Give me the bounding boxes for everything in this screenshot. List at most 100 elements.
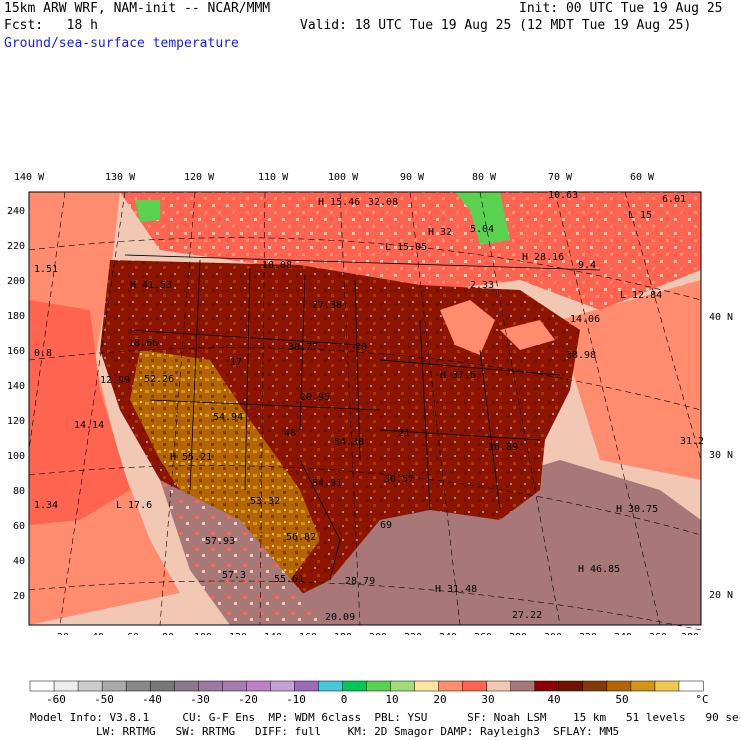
extremum-label: 54.94 [213,412,243,423]
colorbar-swatch [510,680,536,692]
x-tick: 320 [579,632,597,635]
y-tick: 240 [7,206,25,217]
extremum-label: H 31.48 [435,584,477,595]
lon-label: 130 W [105,172,136,183]
colorbar-unit: °C [695,693,708,706]
extremum-label: 48 [284,428,296,439]
colorbar-swatch [606,680,632,692]
extremum-label: 10.08 [262,260,292,271]
lon-label: 90 W [400,172,425,183]
y-tick: 60 [13,521,25,532]
init-time: Init: 00 UTC Tue 19 Aug 25 [519,1,723,16]
x-tick: 20 [57,632,69,635]
extremum-label: 32.08 [368,197,398,208]
x-tick: 240 [439,632,457,635]
x-tick: 280 [509,632,527,635]
colorbar-swatch [173,680,199,692]
extremum-label: L 15 [628,210,652,221]
extremum-label: 54.91 [312,478,342,489]
colorbar-label: -20 [238,693,258,706]
colorbar-swatch [582,680,608,692]
map-frame [28,191,702,626]
y-tick: 120 [7,416,25,427]
x-tick: 120 [229,632,247,635]
colorbar-swatch [438,680,464,692]
lon-label: 120 W [184,172,215,183]
colorbar-label: -50 [94,693,114,706]
extremum-label: 10.63 [548,190,578,201]
x-tick: 360 [649,632,667,635]
model-title: 15km ARW WRF, NAM-init -- NCAR/MMM [4,1,271,16]
extremum-label: 30.77 [288,342,318,353]
extremum-label: 6.01 [662,194,686,205]
physics-info: LW: RRTMG SW: RRTMG DIFF: full KM: 2D Sm… [96,725,620,738]
extremum-label: 1.34 [34,500,58,511]
colorbar-swatch [149,680,175,692]
colorbar-swatch [390,680,416,692]
colorbar-swatch [270,680,295,692]
colorbar-swatch [534,680,560,692]
extremum-label: 57.3 [222,570,246,581]
colorbar-swatch [101,680,127,692]
extremum-label: 14.06 [570,314,600,325]
bottom-axis-ticks: 20 40 60 80 100 120 140 160 180 200 220 … [57,632,699,635]
x-tick: 180 [334,632,352,635]
colorbar-label: 0 [341,693,348,706]
colorbar-label: 10 [385,693,398,706]
colorbar-swatch [53,680,79,692]
extrema-labels: H 15.46 32.08 10.63 6.01 L 15.05H 32 5.04 H 28… [34,190,704,623]
extremum-label: 5.04 [470,224,494,235]
x-tick: 160 [299,632,317,635]
x-tick: 300 [544,632,562,635]
colorbar-label: -30 [190,693,210,706]
latitude-labels: 40 N 30 N 20 N [709,312,733,601]
extremum-label: 2.33 [470,280,494,291]
extremum-label: 52.26 [144,374,174,385]
extremum-label: 20.09 [325,612,355,623]
x-tick: 60 [127,632,139,635]
extremum-label: 0.8 [34,348,52,359]
x-tick: 140 [264,632,282,635]
extremum-label: 38.98 [566,350,596,361]
colorbar-label: 50 [615,693,628,706]
colorbar-swatch [414,680,440,692]
extremum-label: 16.89 [488,442,518,453]
extremum-label: 55.61 [274,574,304,585]
model-info: Model Info: V3.8.1 CU: G-F Ens MP: WDM 6… [30,711,740,724]
colorbar-label: -10 [286,693,306,706]
x-tick: 220 [404,632,422,635]
colorbar-swatches [29,680,704,692]
lon-label: 110 W [258,172,289,183]
colorbar-swatch [294,680,319,692]
colorbar-swatch [318,680,344,692]
lat-label: 30 N [709,450,733,461]
lon-label: 100 W [328,172,359,183]
extremum-label: 57.93 [205,536,235,547]
lon-label: 80 W [472,172,497,183]
y-tick: 100 [7,451,25,462]
y-tick: 160 [7,346,25,357]
extremum-label: 56.82 [286,532,316,543]
x-tick: 100 [194,632,212,635]
extremum-label: 21 [398,428,410,439]
colorbar: -60 -50 -40 -30 -20 -10 0 10 20 30 40 50… [29,680,709,706]
colorbar-swatch [462,680,488,692]
extremum-label: 9.4 [578,260,596,271]
colorbar-label: -40 [142,693,162,706]
colorbar-label: 20 [433,693,446,706]
extremum-label: H 28.16 [522,252,564,263]
colorbar-swatch [222,680,247,692]
left-axis-ticks: 240 220 200 180 160 140 120 100 80 60 40… [7,206,25,602]
colorbar-swatch [678,680,704,692]
y-tick: 220 [7,241,25,252]
extremum-label: 20 [355,342,367,353]
colorbar-swatch [366,680,392,692]
x-tick: 200 [369,632,387,635]
lat-lon-grid [28,191,702,631]
extremum-label: 20.95 [300,392,330,403]
x-tick: 260 [474,632,492,635]
y-tick: 200 [7,276,25,287]
colorbar-swatch [77,680,103,692]
temperature-map: 140 W 130 W 120 W 110 W 100 W 90 W 80 W … [7,172,733,635]
colorbar-swatch [654,680,680,692]
